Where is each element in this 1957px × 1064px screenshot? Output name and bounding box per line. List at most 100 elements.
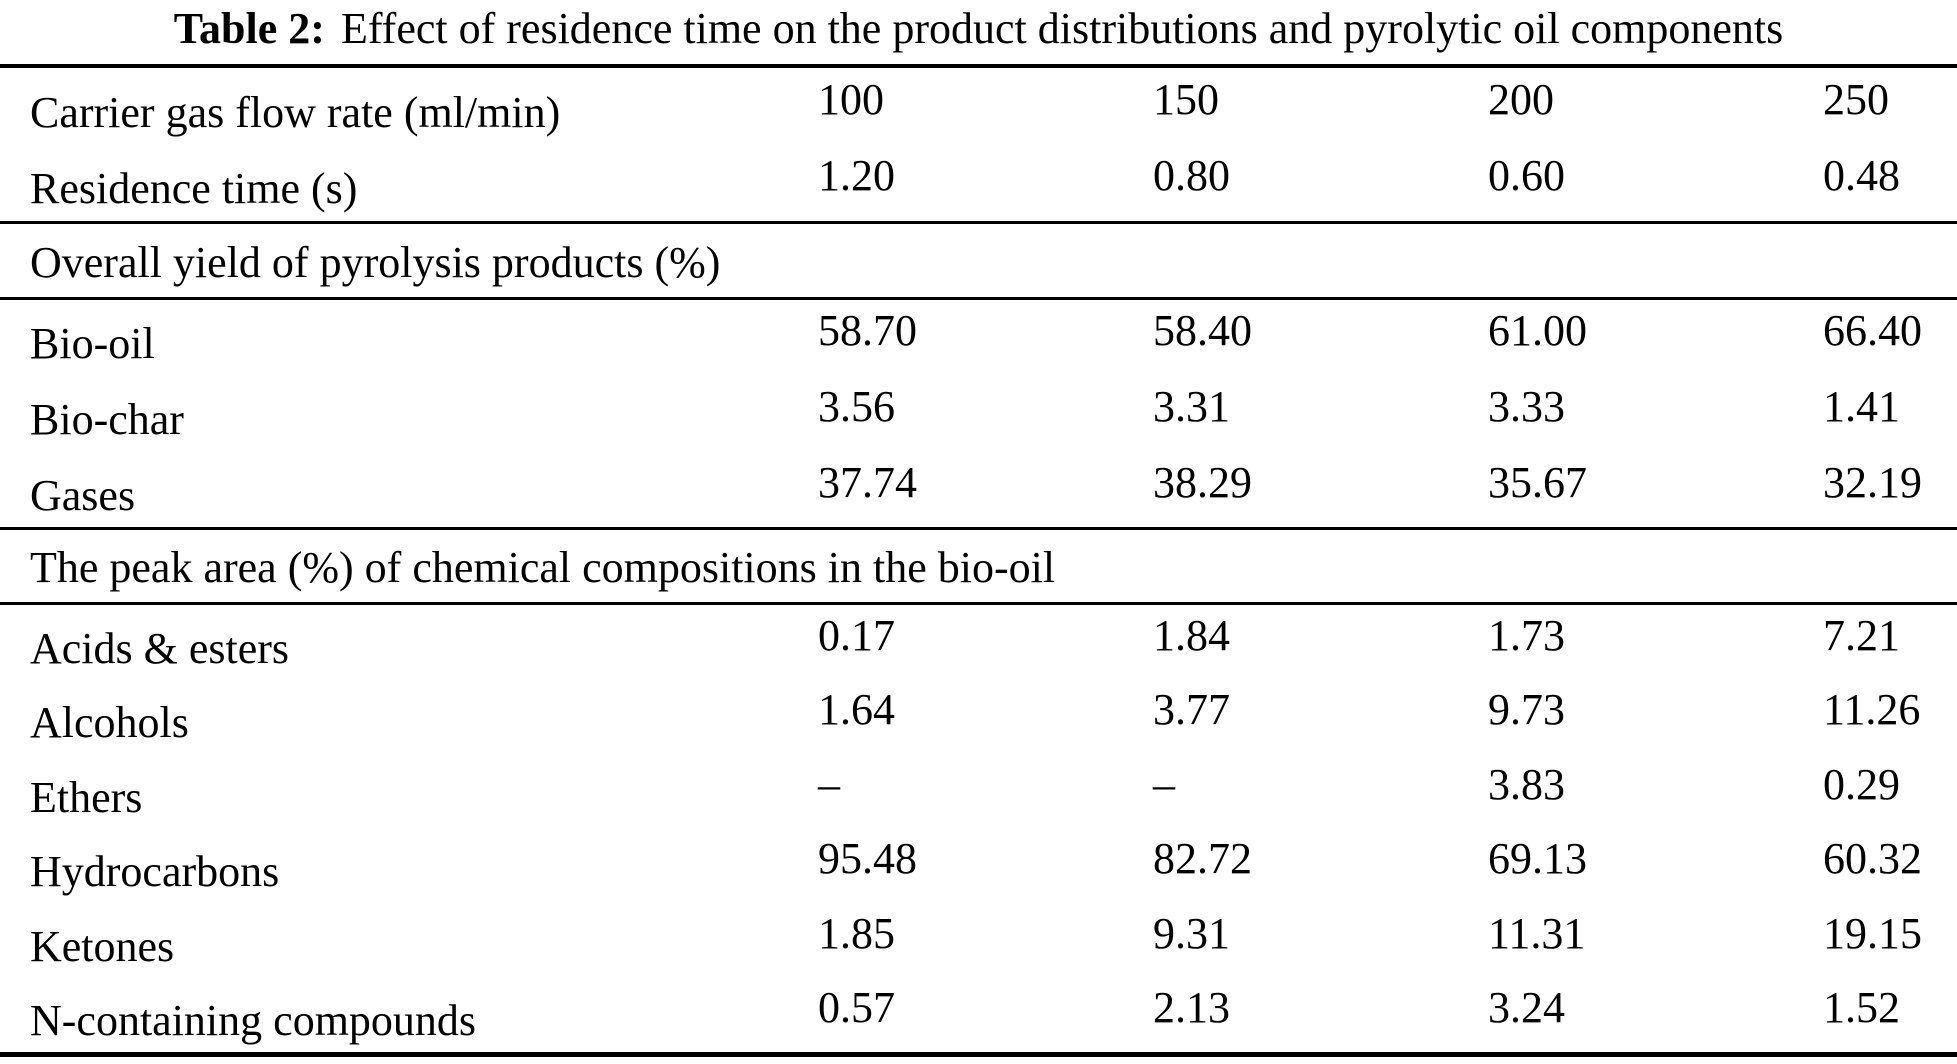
cell-value: 58.70: [818, 306, 917, 355]
row-label-cell: Residence time (s): [0, 145, 818, 224]
value-cell: 66.40: [1823, 299, 1957, 377]
value-cell: 3.83: [1488, 754, 1823, 829]
cell-value: 7.21: [1823, 610, 1900, 660]
value-cell: 35.67: [1488, 452, 1823, 530]
value-cell: 9.31: [1153, 903, 1488, 978]
cell-value: 3.31: [1153, 382, 1230, 431]
cell-value: 69.13: [1488, 834, 1587, 883]
cell-value: 1.41: [1823, 382, 1900, 431]
cell-value: 2.13: [1153, 983, 1230, 1032]
table-row: Acids & esters 0.17 1.84 1.73 7.21: [0, 604, 1957, 681]
value-cell: 82.72: [1153, 829, 1488, 903]
row-label-cell: Gases: [0, 452, 818, 530]
cell-value: 100: [818, 74, 884, 124]
cell-value: 1.52: [1823, 983, 1900, 1032]
row-label-cell: Hydrocarbons: [0, 829, 818, 903]
value-cell: 0.29: [1823, 754, 1957, 829]
table-row: Bio-char 3.56 3.31 3.33 1.41: [0, 376, 1957, 452]
cell-value: 11.31: [1488, 908, 1586, 958]
value-cell: 0.57: [818, 978, 1153, 1055]
value-cell: 0.60: [1488, 145, 1823, 224]
value-cell: –: [1153, 754, 1488, 829]
table-caption-label: Table 2:: [173, 4, 325, 53]
cell-value: 250: [1823, 74, 1889, 124]
row-label: Hydrocarbons: [30, 847, 280, 896]
cell-value: 3.24: [1488, 983, 1565, 1032]
value-cell: 19.15: [1823, 903, 1957, 978]
value-cell: 0.80: [1153, 145, 1488, 224]
value-cell: 11.26: [1823, 680, 1957, 754]
cell-value: 3.56: [818, 382, 895, 431]
value-cell: 95.48: [818, 829, 1153, 903]
table-caption-text: Effect of residence time on the product …: [340, 4, 1784, 53]
cell-value: 60.32: [1823, 834, 1922, 883]
cell-value: 66.40: [1823, 306, 1922, 355]
value-cell: 2.13: [1153, 978, 1488, 1055]
value-cell: 1.84: [1153, 604, 1488, 681]
table-row: Bio-oil 58.70 58.40 61.00 66.40: [0, 299, 1957, 377]
section-header: Overall yield of pyrolysis products (%): [30, 237, 721, 287]
section-header: The peak area (%) of chemical compositio…: [30, 543, 1056, 592]
cell-value: 3.77: [1153, 685, 1230, 734]
value-cell: 3.24: [1488, 978, 1823, 1055]
cell-value: 0.17: [818, 610, 895, 660]
cell-value: 82.72: [1153, 834, 1252, 883]
cell-value: 35.67: [1488, 457, 1587, 507]
row-label-cell: Acids & esters: [0, 604, 818, 681]
cell-value: 9.73: [1488, 685, 1565, 734]
cell-value: 19.15: [1823, 908, 1922, 958]
row-label: Residence time (s): [30, 164, 358, 213]
section-header-row: The peak area (%) of chemical compositio…: [0, 528, 1957, 605]
table-row: Ketones 1.85 9.31 11.31 19.15: [0, 903, 1957, 978]
value-cell: 1.85: [818, 903, 1153, 978]
cell-value: 0.80: [1153, 151, 1230, 200]
cell-value: 9.31: [1153, 908, 1230, 958]
row-label: N-containing compounds: [30, 996, 477, 1045]
table-row: N-containing compounds 0.57 2.13 3.24 1.…: [0, 978, 1957, 1055]
cell-value: 37.74: [818, 457, 917, 507]
value-cell: 11.31: [1488, 903, 1823, 978]
value-cell: 58.70: [818, 299, 1153, 377]
row-label-cell: Alcohols: [0, 680, 818, 754]
cell-value: 95.48: [818, 834, 917, 883]
value-cell: 1.20: [818, 145, 1153, 224]
cell-value: 38.29: [1153, 457, 1252, 507]
value-cell: 3.31: [1153, 376, 1488, 452]
row-label: Acids & esters: [30, 623, 290, 673]
cell-value: 61.00: [1488, 306, 1587, 355]
section-header-cell: Overall yield of pyrolysis products (%): [0, 222, 1957, 300]
row-label-cell: Ketones: [0, 903, 818, 978]
row-label: Bio-oil: [30, 319, 155, 368]
cell-value: 58.40: [1153, 306, 1252, 355]
value-cell: 200: [1488, 66, 1823, 145]
cell-value: 200: [1488, 74, 1554, 124]
value-cell: 37.74: [818, 452, 1153, 530]
value-cell: 1.73: [1488, 604, 1823, 681]
cell-value: –: [1153, 759, 1175, 809]
value-cell: 3.77: [1153, 680, 1488, 754]
row-label-cell: Bio-char: [0, 376, 818, 452]
value-cell: 150: [1153, 66, 1488, 145]
value-cell: 69.13: [1488, 829, 1823, 903]
table-row: Residence time (s) 1.20 0.80 0.60 0.48: [0, 145, 1957, 224]
table-row: Ethers – – 3.83 0.29: [0, 754, 1957, 829]
value-cell: 3.33: [1488, 376, 1823, 452]
cell-value: 0.60: [1488, 151, 1565, 200]
row-label-cell: Ethers: [0, 754, 818, 829]
value-cell: 1.52: [1823, 978, 1957, 1055]
table-caption: Table 2: Effect of residence time on the …: [0, 0, 1957, 64]
cell-value: 1.73: [1488, 610, 1565, 660]
data-table: Carrier gas flow rate (ml/min) 100 150 2…: [0, 64, 1957, 1057]
row-label-cell: Carrier gas flow rate (ml/min): [0, 66, 818, 145]
value-cell: 7.21: [1823, 604, 1957, 681]
cell-value: 11.26: [1823, 685, 1921, 734]
value-cell: 3.56: [818, 376, 1153, 452]
table-row: Alcohols 1.64 3.77 9.73 11.26: [0, 680, 1957, 754]
value-cell: 250: [1823, 66, 1957, 145]
row-label: Alcohols: [30, 698, 189, 747]
value-cell: 60.32: [1823, 829, 1957, 903]
value-cell: 9.73: [1488, 680, 1823, 754]
table-row: Hydrocarbons 95.48 82.72 69.13 60.32: [0, 829, 1957, 903]
section-header-cell: The peak area (%) of chemical compositio…: [0, 528, 1957, 605]
